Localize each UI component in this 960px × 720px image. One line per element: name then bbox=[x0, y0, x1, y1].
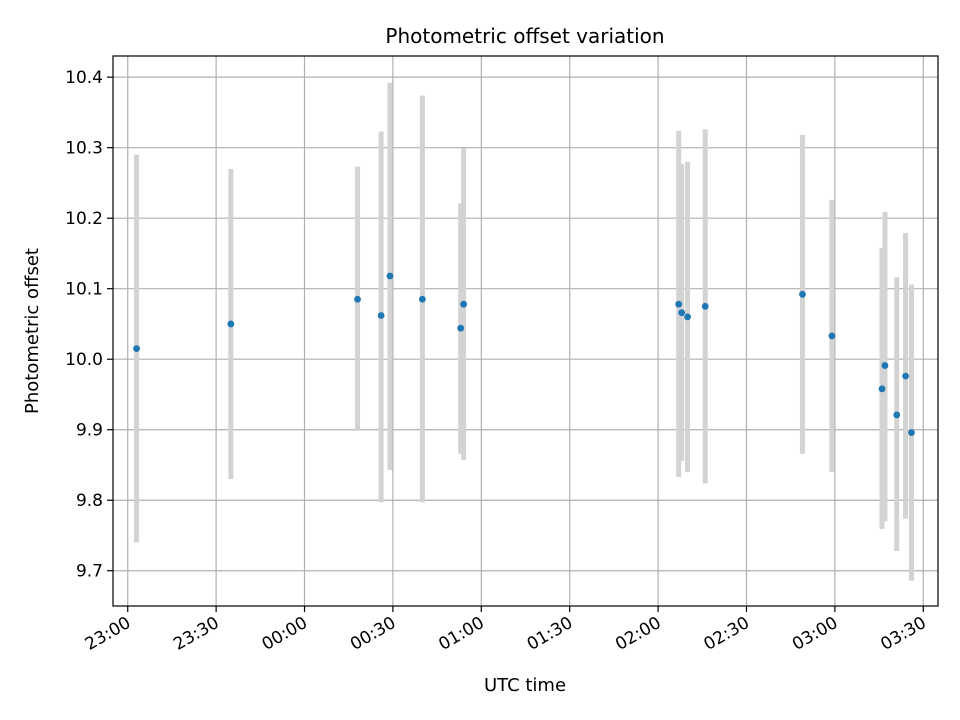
chart-title: Photometric offset variation bbox=[385, 24, 664, 48]
data-point bbox=[881, 362, 889, 369]
plot-frame bbox=[112, 55, 939, 607]
y-axis: 9.7 9.8 9.9 10.0 10.1 10.2 10.3 10.4 bbox=[65, 68, 113, 582]
y-tick-label: 10.3 bbox=[65, 139, 103, 159]
data-point bbox=[893, 411, 901, 419]
data-points bbox=[133, 272, 915, 436]
y-tick-label: 10.0 bbox=[65, 350, 103, 370]
data-point bbox=[878, 385, 886, 393]
data-point bbox=[377, 312, 385, 319]
y-tick-label: 10.4 bbox=[65, 68, 103, 88]
y-axis-title: Photometric offset bbox=[22, 248, 43, 414]
y-tick-label: 9.7 bbox=[76, 562, 103, 582]
data-point bbox=[908, 429, 915, 436]
data-point bbox=[418, 295, 426, 303]
data-point bbox=[354, 295, 361, 303]
y-tick-label: 10.2 bbox=[65, 209, 103, 229]
data-point bbox=[701, 302, 709, 310]
y-tick-label: 10.1 bbox=[65, 280, 103, 300]
data-point bbox=[457, 324, 465, 332]
data-point bbox=[799, 290, 806, 298]
data-point bbox=[684, 313, 691, 321]
data-point bbox=[227, 320, 235, 328]
y-tick-label: 9.8 bbox=[76, 491, 103, 511]
data-point bbox=[678, 309, 686, 317]
y-tick-label: 9.9 bbox=[76, 421, 103, 441]
data-point bbox=[828, 332, 836, 340]
data-point bbox=[460, 300, 468, 308]
data-point bbox=[902, 372, 909, 380]
data-point bbox=[675, 300, 683, 308]
data-point bbox=[386, 272, 394, 280]
x-axis-title: UTC time bbox=[484, 675, 566, 696]
data-point bbox=[133, 345, 140, 353]
